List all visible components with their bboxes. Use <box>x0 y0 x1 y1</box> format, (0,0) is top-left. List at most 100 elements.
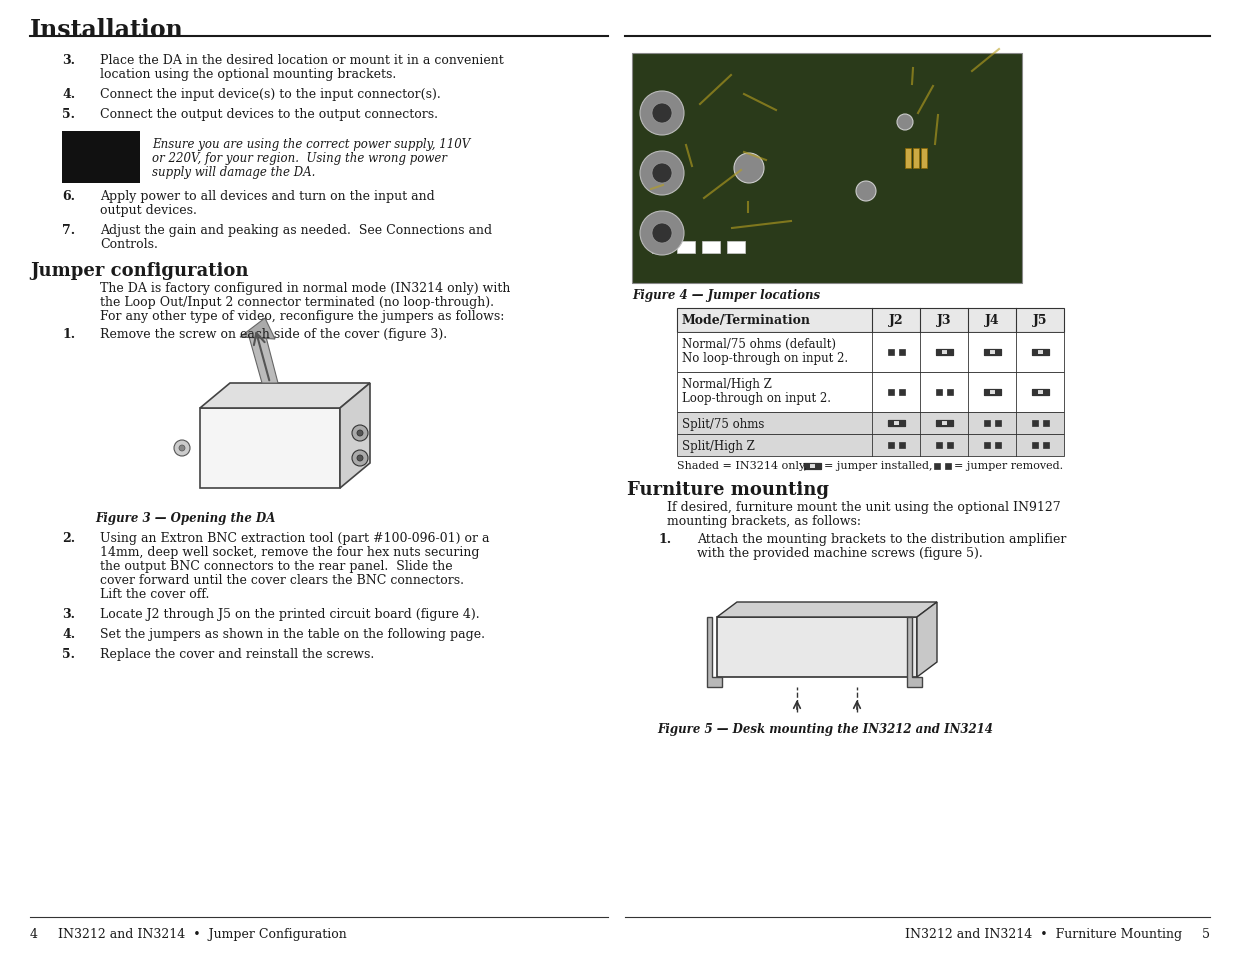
Text: Connect the input device(s) to the input connector(s).: Connect the input device(s) to the input… <box>100 88 441 101</box>
Text: J5: J5 <box>1032 314 1047 327</box>
Circle shape <box>357 431 363 436</box>
Bar <box>947 442 953 449</box>
Bar <box>701 242 720 253</box>
Bar <box>804 463 821 470</box>
Text: with the provided machine screws (figure 5).: with the provided machine screws (figure… <box>697 546 983 559</box>
Polygon shape <box>718 602 937 618</box>
Text: The DA is factory configured in normal mode (IN3214 only) with: The DA is factory configured in normal m… <box>100 282 510 294</box>
Text: 7.: 7. <box>62 224 75 236</box>
Text: = jumper installed,: = jumper installed, <box>824 460 932 471</box>
Circle shape <box>856 182 876 202</box>
Text: Apply power to all devices and turn on the input and: Apply power to all devices and turn on t… <box>100 190 435 203</box>
Bar <box>905 149 911 169</box>
Text: Attach the mounting brackets to the distribution amplifier: Attach the mounting brackets to the dist… <box>697 533 1066 545</box>
Text: output devices.: output devices. <box>100 204 196 216</box>
Text: 14mm, deep well socket, remove the four hex nuts securing: 14mm, deep well socket, remove the four … <box>100 545 479 558</box>
Text: 1.: 1. <box>659 533 672 545</box>
Text: Figure 4 — Jumper locations: Figure 4 — Jumper locations <box>632 289 820 302</box>
Text: Using an Extron BNC extraction tool (part #100-096-01) or a: Using an Extron BNC extraction tool (par… <box>100 532 489 544</box>
Bar <box>936 350 953 355</box>
Bar <box>1044 442 1049 449</box>
Text: Place the DA in the desired location or mount it in a convenient: Place the DA in the desired location or … <box>100 54 504 67</box>
Bar <box>1032 390 1049 395</box>
Bar <box>888 350 894 355</box>
Text: 4     IN3212 and IN3214  •  Jumper Configuration: 4 IN3212 and IN3214 • Jumper Configurati… <box>30 927 347 940</box>
Text: Split/75 ohms: Split/75 ohms <box>682 417 764 431</box>
Text: Set the jumpers as shown in the table on the following page.: Set the jumpers as shown in the table on… <box>100 627 485 640</box>
Bar <box>984 350 1002 355</box>
Text: For any other type of video, reconfigure the jumpers as follows:: For any other type of video, reconfigure… <box>100 310 504 323</box>
Bar <box>945 463 951 470</box>
Text: Figure 5 — Desk mounting the IN3212 and IN3214: Figure 5 — Desk mounting the IN3212 and … <box>657 722 993 735</box>
Bar <box>1032 350 1049 355</box>
Text: 3.: 3. <box>62 54 75 67</box>
Text: supply will damage the DA.: supply will damage the DA. <box>152 166 315 179</box>
Circle shape <box>357 456 363 461</box>
Polygon shape <box>200 409 340 489</box>
Circle shape <box>897 115 913 131</box>
Bar <box>913 149 919 169</box>
Bar <box>632 54 1023 284</box>
Text: Connect the output devices to the output connectors.: Connect the output devices to the output… <box>100 108 438 121</box>
Bar <box>984 420 990 427</box>
Bar <box>888 390 894 395</box>
Bar <box>936 442 942 449</box>
Circle shape <box>640 152 684 195</box>
Polygon shape <box>918 602 937 678</box>
Text: 4.: 4. <box>62 627 75 640</box>
Bar <box>984 390 1002 395</box>
Text: 5.: 5. <box>62 647 75 660</box>
Bar <box>677 309 1065 333</box>
Bar <box>888 420 905 427</box>
Circle shape <box>352 426 368 441</box>
Text: Normal/High Z: Normal/High Z <box>682 377 772 391</box>
Bar <box>894 421 899 426</box>
Text: J2: J2 <box>889 314 903 327</box>
Bar <box>984 442 990 449</box>
Bar <box>936 390 942 395</box>
Text: 6.: 6. <box>62 190 75 203</box>
Text: J3: J3 <box>937 314 951 327</box>
Bar <box>1032 390 1049 395</box>
Polygon shape <box>340 384 370 489</box>
Bar <box>984 390 1002 395</box>
Bar <box>677 333 1065 373</box>
Bar <box>942 421 947 426</box>
Circle shape <box>640 91 684 136</box>
Text: mounting brackets, as follows:: mounting brackets, as follows: <box>667 515 861 527</box>
Text: Jumper configuration: Jumper configuration <box>30 262 248 280</box>
Text: No loop-through on input 2.: No loop-through on input 2. <box>682 352 848 365</box>
Text: cover forward until the cover clears the BNC connectors.: cover forward until the cover clears the… <box>100 574 464 586</box>
Circle shape <box>174 440 190 456</box>
Text: Installation: Installation <box>30 18 184 42</box>
Text: Replace the cover and reinstall the screws.: Replace the cover and reinstall the scre… <box>100 647 374 660</box>
Polygon shape <box>906 618 923 687</box>
Bar <box>899 350 905 355</box>
Bar <box>934 463 940 470</box>
Circle shape <box>652 164 672 184</box>
Text: Adjust the gain and peaking as needed.  See Connections and: Adjust the gain and peaking as needed. S… <box>100 224 492 236</box>
Bar <box>995 420 1002 427</box>
Text: 1.: 1. <box>62 328 75 340</box>
Text: Normal/75 ohms (default): Normal/75 ohms (default) <box>682 337 836 351</box>
Text: Remove the screw on each side of the cover (figure 3).: Remove the screw on each side of the cov… <box>100 328 447 340</box>
Bar <box>1032 420 1037 427</box>
Polygon shape <box>706 618 722 687</box>
Bar <box>995 442 1002 449</box>
Text: = jumper removed.: = jumper removed. <box>953 460 1063 471</box>
Bar <box>1032 442 1037 449</box>
Text: Split/High Z: Split/High Z <box>682 439 755 453</box>
Bar <box>677 413 1065 435</box>
Bar <box>62 132 140 184</box>
Text: 3.: 3. <box>62 607 75 620</box>
Text: the output BNC connectors to the rear panel.  Slide the: the output BNC connectors to the rear pa… <box>100 559 452 573</box>
Circle shape <box>652 224 672 244</box>
Text: Controls.: Controls. <box>100 237 158 251</box>
Text: Ensure you are using the correct power supply, 110V: Ensure you are using the correct power s… <box>152 138 471 151</box>
Circle shape <box>352 451 368 467</box>
Bar <box>810 464 815 469</box>
Bar <box>1044 420 1049 427</box>
Bar <box>990 391 995 395</box>
Bar <box>899 442 905 449</box>
Text: location using the optional mounting brackets.: location using the optional mounting bra… <box>100 68 396 81</box>
